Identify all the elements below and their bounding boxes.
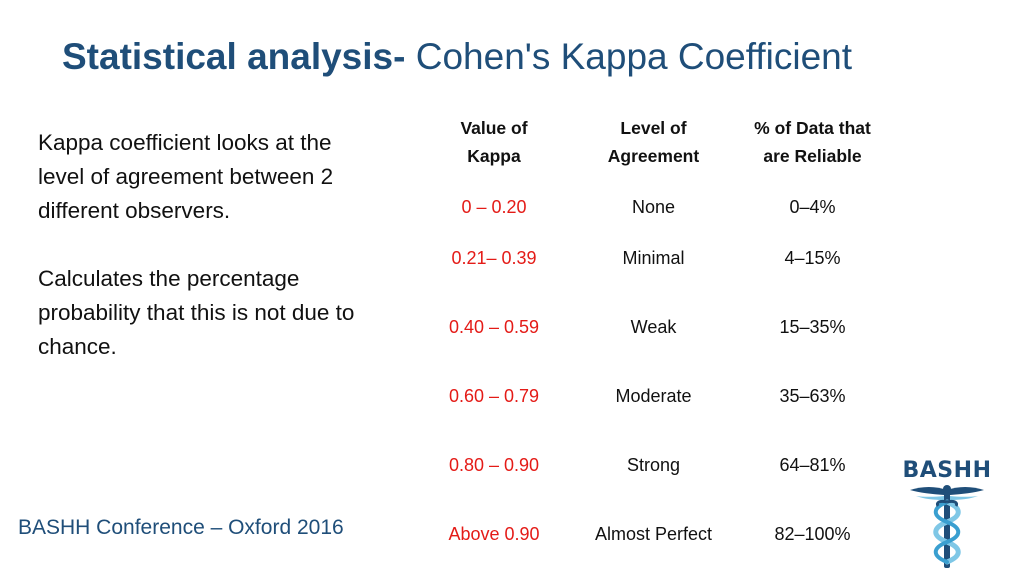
table-cell-percent: 64–81% bbox=[779, 455, 846, 475]
header-level-line-2: Agreement bbox=[607, 146, 700, 166]
table-cell-level: Almost Perfect bbox=[594, 524, 713, 544]
table-cell-level: Weak bbox=[630, 317, 677, 337]
table-cell-level: Moderate bbox=[615, 386, 692, 406]
caduceus-icon bbox=[910, 485, 984, 568]
slide-title-regular: Cohen's Kappa Coefficient bbox=[415, 36, 853, 77]
table-cell-value: 0.40 – 0.59 bbox=[448, 317, 540, 337]
table-cell-percent: 0–4% bbox=[789, 197, 836, 217]
header-level-line-1: Level of bbox=[620, 118, 687, 138]
table-cell-value: Above 0.90 bbox=[448, 524, 540, 544]
slide-title: Statistical analysis- Cohen's Kappa Coef… bbox=[62, 36, 852, 78]
table-cell-level: Strong bbox=[626, 455, 681, 475]
header-percent-reliable: % of Data that are Reliable bbox=[735, 114, 890, 170]
bashh-logo: BASHH bbox=[900, 458, 994, 570]
table-cell-percent: 35–63% bbox=[779, 386, 846, 406]
header-value-line-2: Kappa bbox=[467, 146, 521, 166]
header-percent-line-1: % of Data that bbox=[754, 118, 871, 138]
header-value-of-kappa: Value of Kappa bbox=[424, 114, 564, 170]
table-cell-percent: 82–100% bbox=[774, 524, 851, 544]
table-cell-level: Minimal bbox=[622, 248, 685, 268]
header-value-line-1: Value of bbox=[460, 118, 528, 138]
header-percent-line-2: are Reliable bbox=[763, 146, 862, 166]
description-paragraph-1: Kappa coefficient looks at the level of … bbox=[38, 130, 334, 223]
table-cell-percent: 4–15% bbox=[784, 248, 841, 268]
footer-conference: BASHH Conference – Oxford 2016 bbox=[18, 516, 344, 539]
table-cell-value: 0.21– 0.39 bbox=[451, 248, 537, 268]
table-cell-level: None bbox=[631, 197, 676, 217]
table-cell-value: 0 – 0.20 bbox=[461, 197, 527, 217]
logo-text: BASHH bbox=[902, 458, 992, 483]
description: Kappa coefficient looks at the level of … bbox=[38, 126, 358, 364]
table-cell-percent: 15–35% bbox=[779, 317, 846, 337]
header-level-of-agreement: Level of Agreement bbox=[576, 114, 731, 170]
description-paragraph-2: Calculates the percentage probability th… bbox=[38, 266, 355, 359]
slide-title-bold: Statistical analysis- bbox=[62, 36, 406, 77]
table-cell-value: 0.80 – 0.90 bbox=[448, 455, 540, 475]
table-cell-value: 0.60 – 0.79 bbox=[448, 386, 540, 406]
